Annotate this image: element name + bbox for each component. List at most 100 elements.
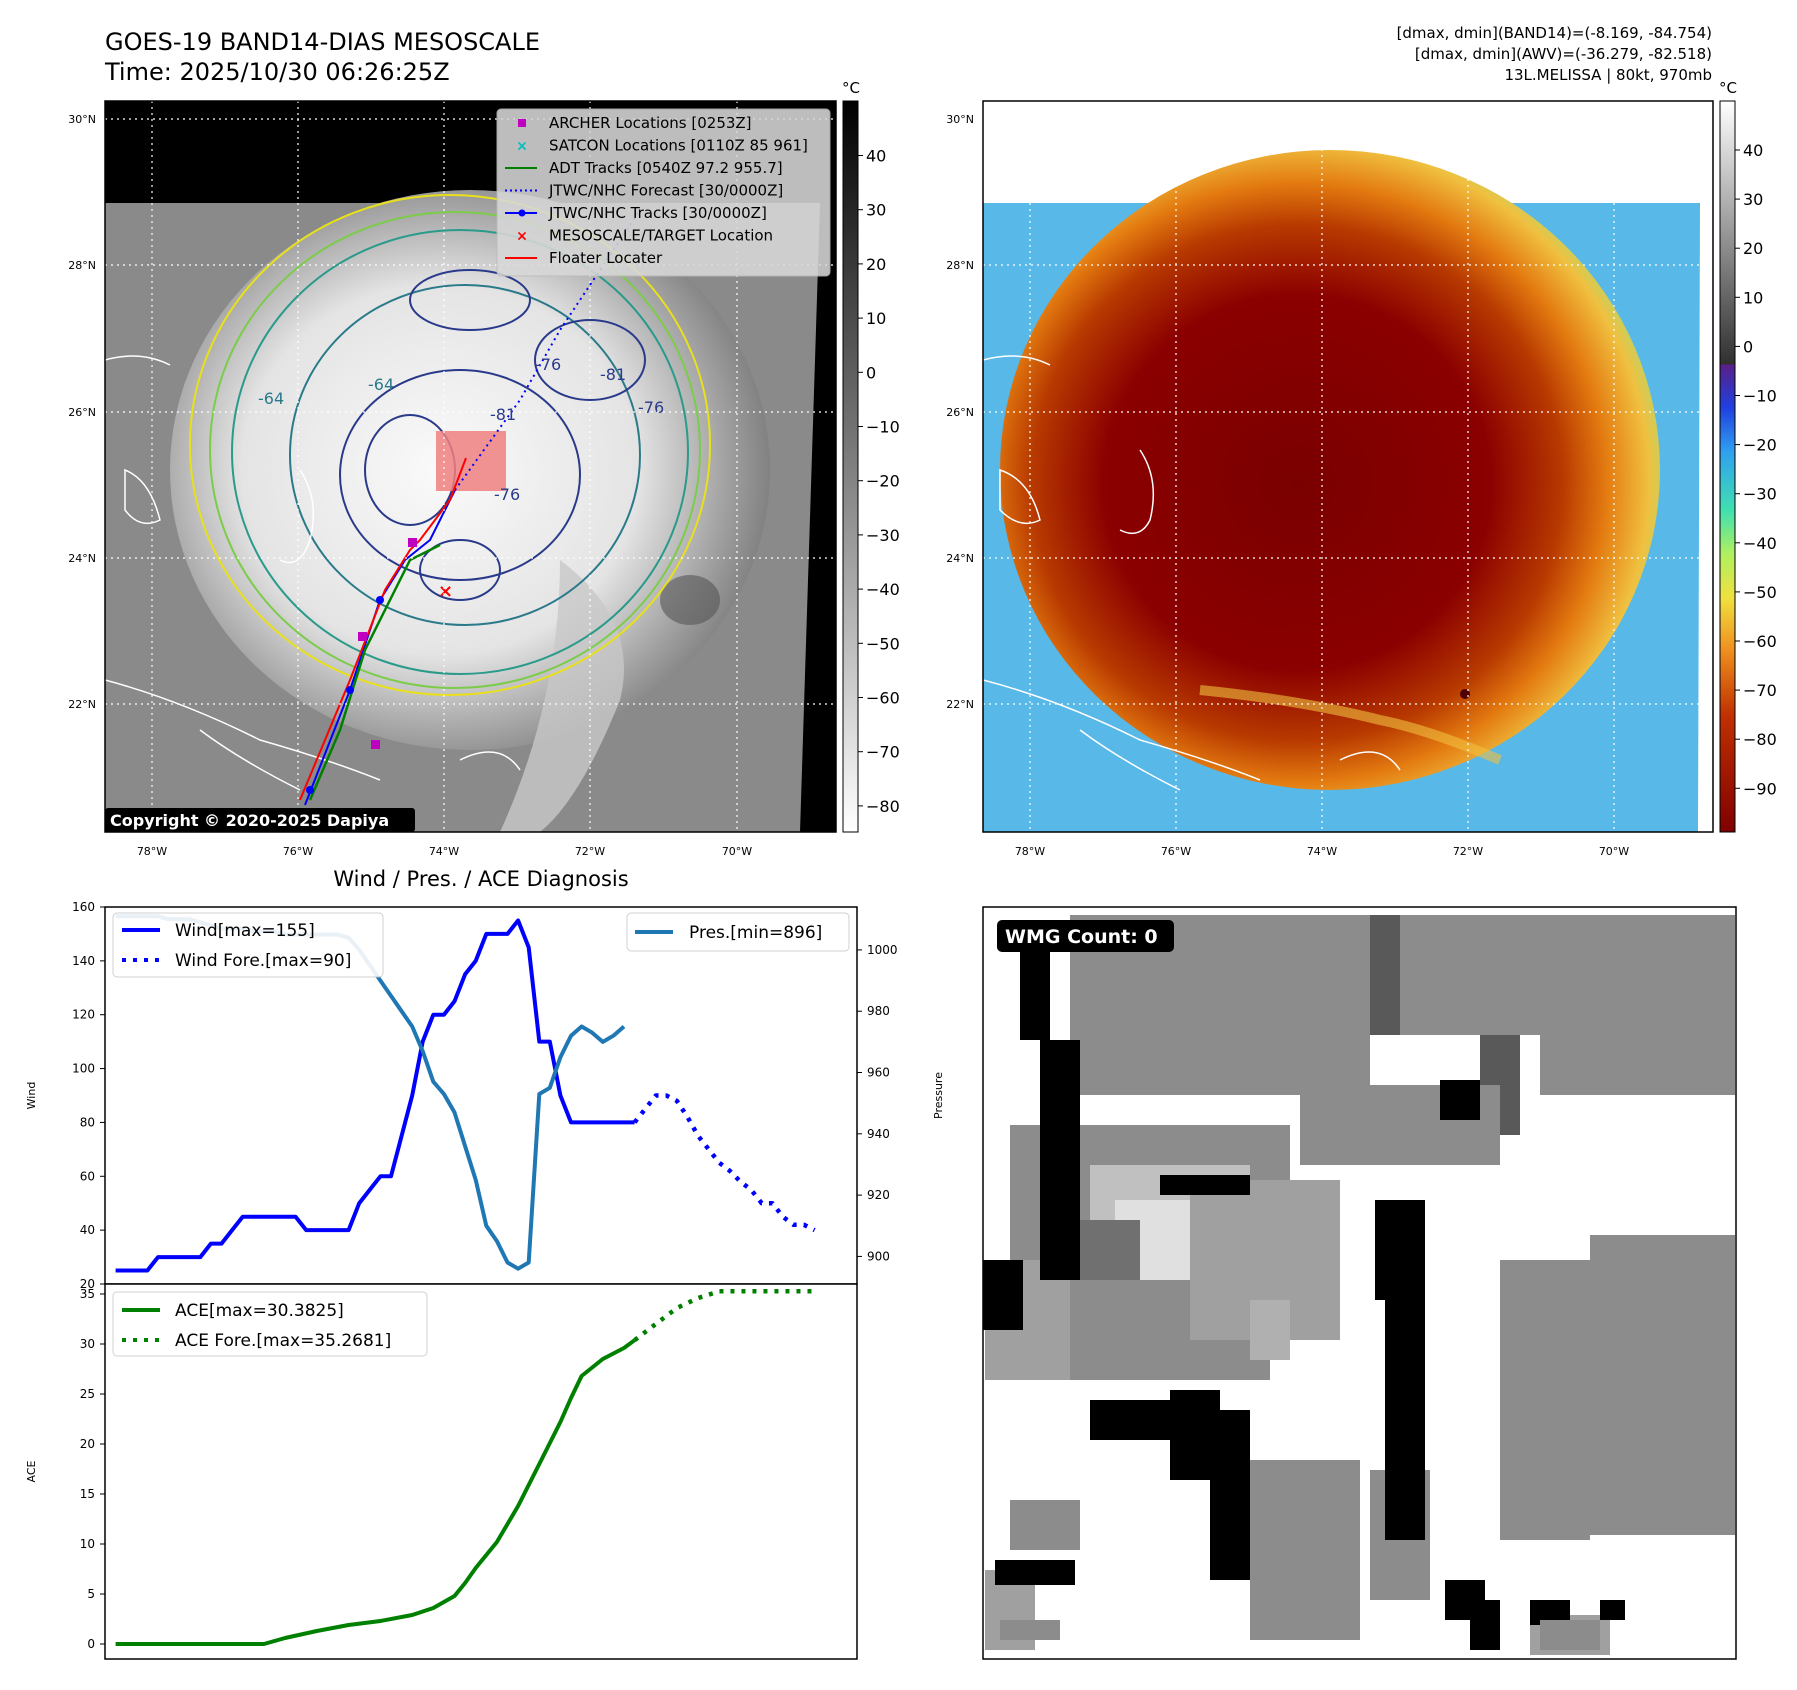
ir-map-panel: × -81 -76 -64 -81 -76 -76 -64 bbox=[68, 100, 837, 858]
wmg-cell bbox=[1090, 1400, 1170, 1440]
legend-label: Pres.[min=896] bbox=[689, 923, 822, 943]
ace-chart: 0 5 10 15 20 25 30 35 ACE ACE[max=30.3825] ACE For… bbox=[25, 1283, 858, 1660]
color-colorbar-tick: 10 bbox=[1743, 288, 1763, 307]
y-tick-label: 120 bbox=[72, 1008, 95, 1022]
wmg-cell bbox=[1385, 1300, 1425, 1540]
gray-colorbar-tick: −70 bbox=[866, 743, 900, 762]
lat-label: 28°N bbox=[68, 259, 96, 272]
contour-label: -76 bbox=[494, 485, 520, 504]
color-colorbar-tick: 0 bbox=[1743, 337, 1753, 356]
gray-colorbar-tick: 10 bbox=[866, 309, 886, 328]
y-tick-label: 5 bbox=[87, 1587, 95, 1601]
color-map-panel: 30°N 28°N 26°N 24°N 22°N 78°W 76°W 74°W … bbox=[946, 100, 1714, 858]
y-axis-label: ACE bbox=[25, 1460, 38, 1482]
storm-info: 13L.MELISSA | 80kt, 970mb bbox=[1504, 66, 1712, 84]
copyright-text: Copyright © 2020-2025 Dapiya bbox=[110, 811, 389, 830]
lat-label: 30°N bbox=[68, 113, 96, 126]
stats-awv: [dmax, dmin](AWV)=(-36.279, -82.518) bbox=[1415, 45, 1712, 63]
legend-marker: × bbox=[516, 139, 528, 155]
figure-time: Time: 2025/10/30 06:26:25Z bbox=[104, 58, 450, 86]
color-colorbar-tick: −60 bbox=[1743, 632, 1777, 651]
y-tick-label: 35 bbox=[80, 1287, 95, 1301]
series-line bbox=[115, 1338, 636, 1646]
lon-label: 78°W bbox=[1015, 845, 1045, 858]
legend-label: ACE[max=30.3825] bbox=[175, 1301, 344, 1321]
gray-colorbar-tick: −40 bbox=[866, 580, 900, 599]
y-tick-label: 80 bbox=[80, 1115, 95, 1129]
legend-label: JTWC/NHC Forecast [30/0000Z] bbox=[548, 182, 783, 200]
y2-tick-label: 940 bbox=[867, 1127, 890, 1141]
wmg-cell bbox=[995, 1560, 1075, 1585]
series-line bbox=[633, 1289, 815, 1342]
gray-colorbar-unit: °C bbox=[842, 79, 860, 97]
color-colorbar-tick: 40 bbox=[1743, 141, 1763, 160]
y-tick-label: 25 bbox=[80, 1387, 95, 1401]
lon-label: 70°W bbox=[722, 845, 752, 858]
map-legend: ARCHER Locations [0253Z] × SATCON Location… bbox=[496, 108, 831, 277]
gray-colorbar-tick: 30 bbox=[866, 201, 886, 220]
legend-label: ADT Tracks [0540Z 97.2 955.7] bbox=[549, 159, 783, 177]
lon-label: 78°W bbox=[137, 845, 167, 858]
color-colorbar-unit: °C bbox=[1719, 79, 1737, 97]
wmg-cell bbox=[1160, 1175, 1250, 1195]
lon-label: 76°W bbox=[283, 845, 313, 858]
gray-colorbar: °C 40 30 20 10 0 −10 −20 −30 −40 −50 −60 −70 −80 bbox=[842, 79, 900, 833]
y2-axis-label: Pressure bbox=[932, 1072, 945, 1119]
y-tick-label: 60 bbox=[80, 1169, 95, 1183]
y-tick-label: 140 bbox=[72, 954, 95, 968]
color-colorbar-tick: −50 bbox=[1743, 583, 1777, 602]
legend-label: Wind Fore.[max=90] bbox=[175, 951, 351, 971]
y-tick-label: 0 bbox=[87, 1637, 95, 1651]
wmg-cell bbox=[1540, 1620, 1600, 1650]
gray-colorbar-tick: −20 bbox=[866, 472, 900, 491]
gray-colorbar-tick: −60 bbox=[866, 689, 900, 708]
gray-colorbar-tick: −80 bbox=[866, 797, 900, 816]
lon-label: 76°W bbox=[1161, 845, 1191, 858]
wmg-cell bbox=[1250, 1300, 1290, 1360]
contour-label: -64 bbox=[368, 375, 394, 394]
wmg-cell bbox=[1440, 1080, 1480, 1120]
wmg-cell bbox=[1010, 1500, 1080, 1550]
legend-item: Floater Locater bbox=[505, 249, 663, 267]
legend-item: ARCHER Locations [0253Z] bbox=[518, 114, 752, 132]
color-colorbar-tick: −40 bbox=[1743, 534, 1777, 553]
color-colorbar-tick: 20 bbox=[1743, 239, 1763, 258]
color-map-grid bbox=[983, 101, 1713, 832]
y2-tick-label: 960 bbox=[867, 1066, 890, 1080]
gray-colorbar-tick: 20 bbox=[866, 255, 886, 274]
legend-marker bbox=[518, 209, 526, 217]
wind-pressure-chart: 20 40 60 80 100 120 140 160 900 920 940 960 980 1000 W… bbox=[25, 900, 945, 1291]
wmg-cell bbox=[1170, 1390, 1220, 1480]
y-tick-label: 20 bbox=[80, 1437, 95, 1451]
lon-label: 74°W bbox=[1307, 845, 1337, 858]
y-tick-label: 100 bbox=[72, 1062, 95, 1076]
color-colorbar-tick: −30 bbox=[1743, 485, 1777, 504]
legend-marker: × bbox=[516, 229, 528, 245]
legend-label: ARCHER Locations [0253Z] bbox=[549, 114, 752, 132]
color-colorbar-tick: −20 bbox=[1743, 436, 1777, 455]
gray-colorbar-tick: 40 bbox=[866, 147, 886, 166]
series-line bbox=[115, 918, 635, 1273]
legend-item: ADT Tracks [0540Z 97.2 955.7] bbox=[505, 159, 783, 177]
lat-label: 22°N bbox=[68, 698, 96, 711]
legend-marker bbox=[518, 119, 526, 127]
wmg-cell bbox=[1470, 1600, 1500, 1650]
contour-label: -76 bbox=[638, 398, 664, 417]
legend-item: JTWC/NHC Forecast [30/0000Z] bbox=[505, 182, 783, 200]
gray-colorbar-tick: −50 bbox=[866, 634, 900, 653]
legend-item: JTWC/NHC Tracks [30/0000Z] bbox=[505, 204, 767, 222]
contour-label: -81 bbox=[490, 405, 516, 424]
lon-label: 70°W bbox=[1599, 845, 1629, 858]
lat-label: 28°N bbox=[946, 259, 974, 272]
wmg-cell bbox=[1590, 1235, 1735, 1535]
copyright-box bbox=[105, 808, 415, 832]
y2-tick-label: 980 bbox=[867, 1004, 890, 1018]
y-tick-label: 20 bbox=[80, 1277, 95, 1291]
color-colorbar-tick: −10 bbox=[1743, 387, 1777, 406]
legend-label: MESOSCALE/TARGET Location bbox=[549, 227, 773, 245]
svg-text:×: × bbox=[438, 581, 453, 602]
legend-item: × MESOSCALE/TARGET Location bbox=[516, 227, 773, 245]
wmg-cell bbox=[1040, 1040, 1080, 1280]
wmg-count-label: WMG Count: 0 bbox=[1005, 926, 1158, 948]
y2-tick-label: 900 bbox=[867, 1249, 890, 1263]
